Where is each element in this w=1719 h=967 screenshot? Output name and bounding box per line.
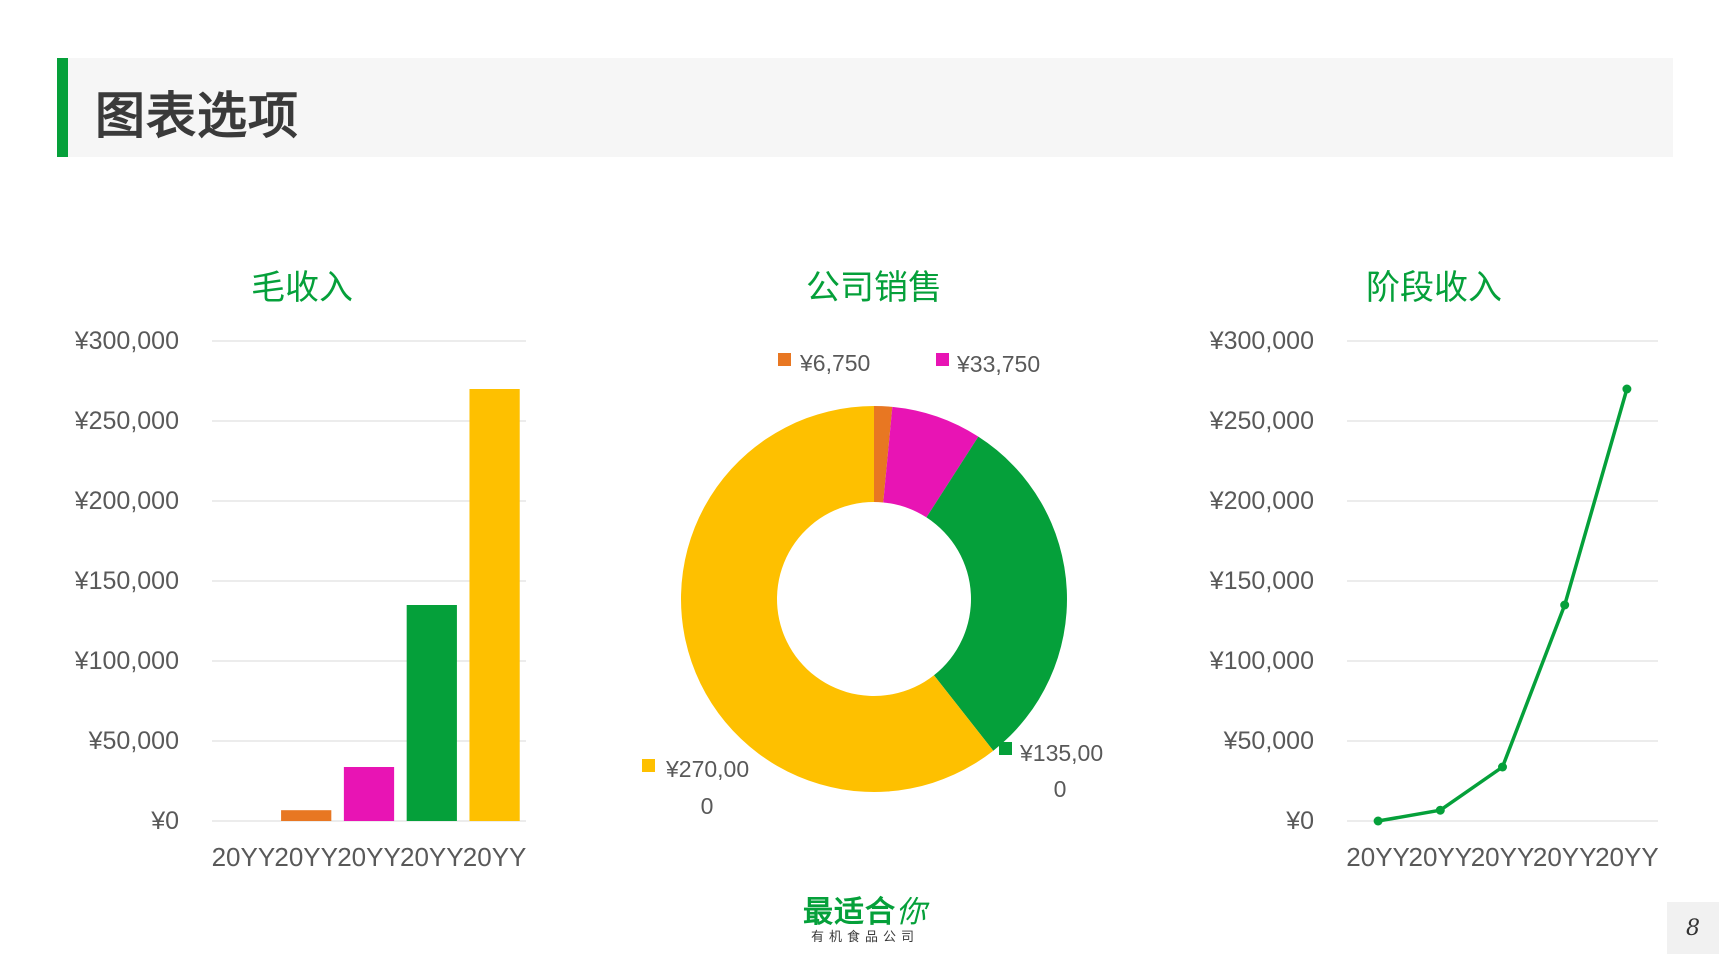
line-chart-x-tick-label: 20YY: [1533, 842, 1597, 872]
bar-chart-x-tick-label: 20YY: [274, 842, 338, 872]
line-chart-y-tick-label: ¥250,000: [1209, 407, 1314, 435]
data-label-marker: [936, 353, 949, 366]
bar-chart-x-tick-label: 20YY: [337, 842, 401, 872]
data-label: 0: [1054, 776, 1067, 802]
line-point: [1560, 600, 1570, 610]
line-series: [1377, 388, 1629, 823]
line-chart-x-tick-label: 20YY: [1471, 842, 1535, 872]
line-chart-x-tick-label: 20YY: [1595, 842, 1659, 872]
bar-chart-x-tick-label: 20YY: [463, 842, 527, 872]
bar-chart-y-tick-label: ¥300,000: [74, 327, 179, 355]
company-logo: 最适合你 有机食品公司: [790, 896, 940, 946]
bar-chart-title: 毛收入: [251, 269, 353, 307]
data-label: ¥33,750: [956, 351, 1040, 377]
bar: [469, 389, 520, 821]
bar: [343, 767, 395, 821]
bar-chart-x-tick-label: 20YY: [212, 842, 276, 872]
data-label: ¥135,00: [1019, 740, 1103, 766]
bar-chart-y-tick-label: ¥150,000: [74, 567, 179, 595]
line-point: [1622, 384, 1632, 394]
bar-chart-y-tick-label: ¥250,000: [74, 407, 179, 435]
donut-slice: [680, 406, 994, 793]
line-chart-y-tick-label: ¥300,000: [1209, 327, 1314, 355]
data-label-marker: [778, 353, 791, 366]
data-label-marker: [999, 742, 1012, 755]
line-chart-title: 阶段收入: [1366, 269, 1502, 307]
data-label: 0: [701, 793, 714, 819]
line-chart-y-tick-label: ¥150,000: [1209, 567, 1314, 595]
logo-main-text: 最适合你: [803, 895, 927, 930]
line-point: [1498, 762, 1507, 772]
title-bar: 图表选项: [57, 58, 1673, 157]
bar-chart-y-tick-label: ¥50,000: [88, 727, 179, 755]
line-point: [1373, 816, 1383, 826]
line-chart-y-tick-label: ¥100,000: [1209, 647, 1314, 675]
donut-slice: [926, 436, 1067, 751]
page-number: 8: [1667, 902, 1719, 954]
donut-slice: [874, 405, 893, 503]
data-label: ¥270,00: [665, 756, 749, 782]
line-chart-x-tick-label: 20YY: [1408, 842, 1472, 872]
bar-chart-y-tick-label: ¥100,000: [74, 647, 179, 675]
line-chart-x-tick-label: 20YY: [1346, 842, 1410, 872]
line-point: [1435, 805, 1445, 815]
page-title: 图表选项: [95, 87, 299, 145]
bar: [406, 605, 457, 821]
data-label: ¥6,750: [799, 350, 870, 376]
line-chart-y-tick-label: ¥0: [1285, 807, 1314, 835]
line-chart-y-tick-label: ¥50,000: [1223, 727, 1314, 755]
title-accent-bar: [57, 58, 68, 157]
data-label-marker: [642, 759, 655, 772]
bar-chart-x-tick-label: 20YY: [400, 842, 464, 872]
donut-slice: [883, 406, 979, 518]
bar: [281, 810, 332, 821]
donut-chart-title: 公司销售: [806, 269, 942, 307]
bar-chart-y-tick-label: ¥200,000: [74, 487, 179, 515]
line-chart-y-tick-label: ¥200,000: [1209, 487, 1314, 515]
bar-chart-y-tick-label: ¥0: [150, 807, 179, 835]
logo-subtitle: 有机食品公司: [810, 930, 919, 945]
